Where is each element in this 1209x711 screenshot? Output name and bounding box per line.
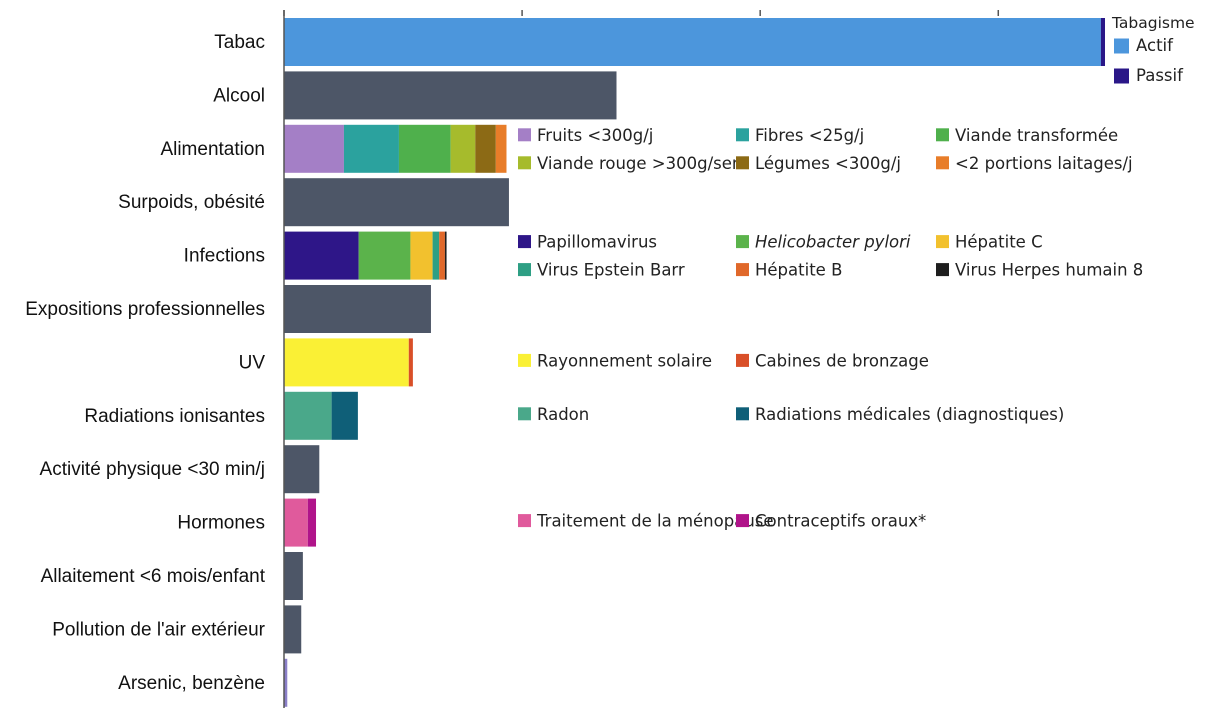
legend-swatch-fruits-300g-j [518, 128, 531, 142]
legend-label-passif: Passif [1136, 66, 1184, 85]
legend-swatch-contraceptifs-oraux [736, 514, 749, 528]
category-label-alcool: Alcool [213, 85, 265, 106]
category-label-surpoids-obesite: Surpoids, obésité [118, 192, 265, 213]
legend-label-legumes-300g-j: Légumes <300g/j [755, 154, 901, 173]
category-label-pollution-de-l-air-exterieur: Pollution de l'air extérieur [52, 619, 265, 640]
bar-infections-papillomavirus [284, 231, 359, 280]
legend-swatch-radon [518, 407, 531, 421]
bar-infections-virus-epstein-barr [432, 231, 440, 280]
bar-hormones-traitement-de-la-menopause [284, 498, 308, 547]
legend-label-contraceptifs-oraux: Contraceptifs oraux* [755, 512, 926, 531]
bar-radiations-ionisantes-radiations-medicales-diagnostiques [331, 391, 358, 440]
legends: Tabagisme Actif Passif Fruits <300g/j Fibres… [518, 14, 1195, 531]
legend-label-fibres-25g-j: Fibres <25g/j [755, 126, 864, 145]
legend-swatch-legumes-300g-j [736, 156, 749, 170]
bar-tabac-passif [1100, 18, 1105, 66]
bar-alimentation-viande-transformee [398, 124, 451, 173]
legend-swatch-helicobacter-pylori [736, 235, 749, 249]
legend-swatch-radiations-medicales-diagnostiques [736, 407, 749, 421]
legend-label-virus-epstein-barr: Virus Epstein Barr [537, 261, 685, 280]
legend-swatch-viande-transformee [936, 128, 949, 142]
bar-alcool [284, 71, 617, 120]
bar-infections-hepatite-b [439, 231, 445, 280]
legend-swatch-2-portions-laitages-j [936, 156, 949, 170]
legend-label-papillomavirus: Papillomavirus [537, 233, 657, 252]
legend-label-radiations-medicales-diagnostiques: Radiations médicales (diagnostiques) [755, 405, 1064, 424]
legend-label-helicobacter-pylori: Helicobacter pylori [755, 233, 911, 252]
legend-label-viande-rouge-300g-sem: Viande rouge >300g/sem [537, 154, 748, 173]
legend-title-tabagisme: Tabagisme [1111, 14, 1195, 32]
category-label-activite-physique-30-min-j: Activité physique <30 min/j [40, 459, 265, 480]
bar-radiations-ionisantes-radon [284, 391, 332, 440]
legend-swatch-viande-rouge-300g-sem [518, 156, 531, 170]
category-label-arsenic-benzene: Arsenic, benzène [118, 673, 265, 694]
legend-swatch-rayonnement-solaire [518, 353, 531, 367]
legend-label-viande-transformee: Viande transformée [955, 126, 1118, 145]
legend-label-virus-herpes-humain-8: Virus Herpes humain 8 [955, 261, 1143, 280]
legend-label-fruits-300g-j: Fruits <300g/j [537, 126, 653, 145]
bar-uv-cabines-de-bronzage [408, 338, 413, 387]
value-axis [283, 10, 1000, 708]
legend-swatch-virus-herpes-humain-8 [936, 263, 949, 277]
category-label-radiations-ionisantes: Radiations ionisantes [84, 406, 265, 427]
bar-uv-rayonnement-solaire [284, 338, 409, 387]
bars [284, 18, 1105, 707]
legend-label-2-portions-laitages-j: <2 portions laitages/j [955, 154, 1133, 173]
category-label-expositions-professionnelles: Expositions professionnelles [25, 299, 265, 320]
category-labels: Tabac Alcool Alimentation Surpoids, obésité… [25, 32, 265, 694]
bar-alimentation-2-portions-laitages-j [495, 124, 507, 173]
bar-infections-virus-herpes-humain-8 [444, 231, 447, 280]
bar-alimentation-viande-rouge-300g-sem [450, 124, 476, 173]
legend-swatch-traitement-de-la-menopause [518, 514, 531, 528]
legend-swatch-hepatite-b [736, 263, 749, 277]
legend-swatch-cabines-de-bronzage [736, 353, 749, 367]
bar-hormones-contraceptifs-oraux [307, 498, 317, 547]
legend-label-radon: Radon [537, 405, 589, 424]
bar-allaitement-6-mois-enfant [284, 552, 303, 600]
legend-swatch-fibres-25g-j [736, 128, 749, 142]
bar-surpoids-obesite [284, 178, 509, 227]
bar-pollution-de-l-air-exterieur [284, 605, 302, 654]
bar-alimentation-legumes-300g-j [475, 124, 496, 173]
bar-infections-hepatite-c [410, 231, 433, 280]
legend-swatch-papillomavirus [518, 235, 531, 249]
legend-swatch-hepatite-c [936, 235, 949, 249]
category-label-hormones: Hormones [177, 513, 265, 534]
bar-expositions-professionnelles [284, 285, 431, 333]
category-label-uv: UV [239, 352, 266, 373]
bar-alimentation-fruits-300g-j [284, 124, 344, 173]
legend-label-cabines-de-bronzage: Cabines de bronzage [755, 351, 929, 370]
category-label-infections: Infections [184, 246, 265, 267]
bar-tabac-actif [284, 18, 1101, 66]
legend-swatch-actif [1114, 38, 1129, 54]
category-label-alimentation: Alimentation [160, 139, 265, 160]
category-label-allaitement-6-mois-enfant: Allaitement <6 mois/enfant [41, 566, 266, 587]
legend-label-actif: Actif [1136, 36, 1174, 55]
category-label-tabac: Tabac [214, 32, 265, 53]
legend-label-hepatite-b: Hépatite B [755, 261, 842, 280]
legend-swatch-virus-epstein-barr [518, 263, 531, 277]
bar-alimentation-fibres-25g-j [343, 124, 399, 173]
legend-label-hepatite-c: Hépatite C [955, 233, 1043, 252]
legend-label-rayonnement-solaire: Rayonnement solaire [537, 351, 712, 370]
bar-infections-helicobacter-pylori [358, 231, 411, 280]
bar-arsenic-benzene-arsenic-benzene [284, 658, 288, 707]
bar-activite-physique-30-min-j [284, 445, 320, 494]
legend-label-traitement-de-la-menopause: Traitement de la ménopause [536, 512, 774, 531]
legend-swatch-passif [1114, 68, 1129, 84]
